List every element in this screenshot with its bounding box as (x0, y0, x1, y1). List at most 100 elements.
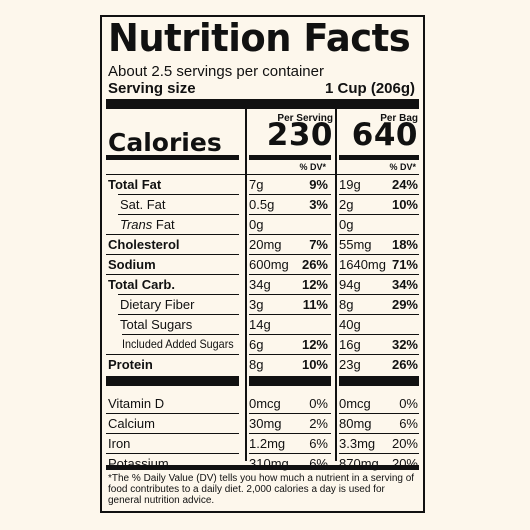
amount-per-bag: 0mcg (339, 396, 371, 411)
amount-per-serving: 600mg (249, 257, 289, 272)
calories-label: Calories (108, 128, 222, 157)
row-separator (339, 234, 419, 235)
row-separator (249, 194, 331, 195)
amount-per-serving: 0mcg (249, 396, 281, 411)
dv-per-serving: 0% (309, 396, 328, 411)
dv-per-bag: 26% (391, 357, 418, 372)
row-separator (249, 294, 331, 295)
nutrient-name: Cholesterol (108, 237, 180, 252)
nutrient-row: Sodium 600mg 26% 1640mg 71% (102, 255, 423, 275)
row-separator (122, 334, 239, 335)
dv-per-serving: 12% (301, 277, 328, 292)
vitamin-row: Potassium 310mg 6% 870mg 20% (102, 454, 423, 474)
dv-per-bag: 34% (391, 277, 418, 292)
vitamin-row: Iron 1.2mg 6% 3.3mg 20% (102, 434, 423, 454)
vitamin-bar-mid (249, 376, 331, 386)
row-separator (118, 314, 239, 315)
amount-per-serving: 0.5g (249, 197, 275, 212)
amount-per-bag: 0g (339, 217, 354, 232)
dv-per-bag: 10% (391, 197, 418, 212)
amount-per-bag: 23g (339, 357, 361, 372)
nutrition-facts-label: Nutrition Facts About 2.5 servings per c… (100, 15, 425, 513)
serving-size-label: Serving size (108, 80, 196, 97)
row-separator (249, 274, 331, 275)
row-separator (106, 413, 239, 414)
row-separator (249, 354, 331, 355)
row-separator (249, 214, 331, 215)
row-separator (339, 314, 419, 315)
dv-per-serving: 26% (301, 257, 328, 272)
nutrient-row: Total Carb. 34g 12% 94g 34% (102, 275, 423, 295)
row-separator (249, 334, 331, 335)
nutrient-name: Total Fat (108, 177, 162, 192)
nutrient-name: Dietary Fiber (120, 297, 195, 312)
amount-per-serving: 3g (249, 297, 264, 312)
row-separator (339, 254, 419, 255)
amount-per-bag: 19g (339, 177, 361, 192)
nutrient-name: Trans Fat (120, 217, 175, 232)
footnote: *The % Daily Value (DV) tells you how mu… (108, 473, 415, 506)
serving-size-value: 1 Cup (206g) (324, 80, 415, 97)
nutrient-name: Sodium (108, 257, 156, 272)
dv-per-bag: 20% (391, 456, 418, 471)
row-separator (106, 433, 239, 434)
row-separator (339, 334, 419, 335)
calories-bar-mid (249, 155, 331, 160)
column-divider-1 (245, 109, 247, 461)
label-title: Nutrition Facts (108, 16, 411, 60)
amount-per-bag: 55mg (339, 237, 372, 252)
amount-per-bag: 80mg (339, 416, 372, 431)
amount-per-serving: 1.2mg (249, 436, 286, 451)
amount-per-serving: 30mg (249, 416, 282, 431)
row-separator (118, 214, 239, 215)
row-separator (118, 194, 239, 195)
amount-per-bag: 870mg (339, 456, 379, 471)
nutrient-name: Total Carb. (108, 277, 175, 292)
dv-per-serving: 7% (309, 237, 328, 252)
vitamin-bar-right (339, 376, 419, 386)
row-separator (106, 354, 239, 355)
row-separator (249, 254, 331, 255)
amount-per-bag: 8g (339, 297, 354, 312)
dv-per-bag: 18% (391, 237, 418, 252)
amount-per-bag: 1640mg (339, 257, 386, 272)
amount-per-serving: 7g (249, 177, 264, 192)
vitamin-row: Calcium 30mg 2% 80mg 6% (102, 414, 423, 434)
row-separator (339, 194, 419, 195)
per-bag-header: Per Bag (380, 113, 418, 124)
amount-per-bag: 2g (339, 197, 354, 212)
amount-per-serving: 14g (249, 317, 271, 332)
amount-per-serving: 6g (249, 337, 264, 352)
row-separator (249, 453, 331, 454)
row-separator (249, 234, 331, 235)
dv-header-bag: % DV* (389, 162, 416, 172)
row-separator (106, 274, 239, 275)
row-separator (339, 294, 419, 295)
nutrient-row: Included Added Sugars 6g 12% 16g 32% (102, 335, 423, 355)
nutrient-name: Protein (108, 357, 153, 372)
thick-divider (106, 99, 419, 109)
footnote-bar (106, 465, 419, 470)
row-separator (339, 274, 419, 275)
nutrient-row: Cholesterol 20mg 7% 55mg 18% (102, 235, 423, 255)
calories-per-bag: 640 (351, 117, 418, 153)
calories-bar-right (339, 155, 419, 160)
amount-per-serving: 8g (249, 357, 264, 372)
amount-per-bag: 40g (339, 317, 361, 332)
row-separator (339, 214, 419, 215)
row-separator (339, 433, 419, 434)
nutrient-name: Total Sugars (120, 317, 193, 332)
calories-bar-left (106, 155, 239, 160)
trans-italic: Trans (120, 217, 153, 232)
nutrient-row: Total Fat 7g 9% 19g 24% (102, 175, 423, 195)
row-separator (249, 433, 331, 434)
dv-per-bag: 32% (391, 337, 418, 352)
row-separator (249, 314, 331, 315)
row-separator (339, 453, 419, 454)
amount-per-serving: 0g (249, 217, 264, 232)
dv-per-serving: 12% (301, 337, 328, 352)
dv-per-bag: 20% (391, 436, 418, 451)
per-serving-header: Per Serving (277, 113, 333, 124)
dv-header-serving: % DV* (299, 162, 326, 172)
amount-per-bag: 94g (339, 277, 361, 292)
